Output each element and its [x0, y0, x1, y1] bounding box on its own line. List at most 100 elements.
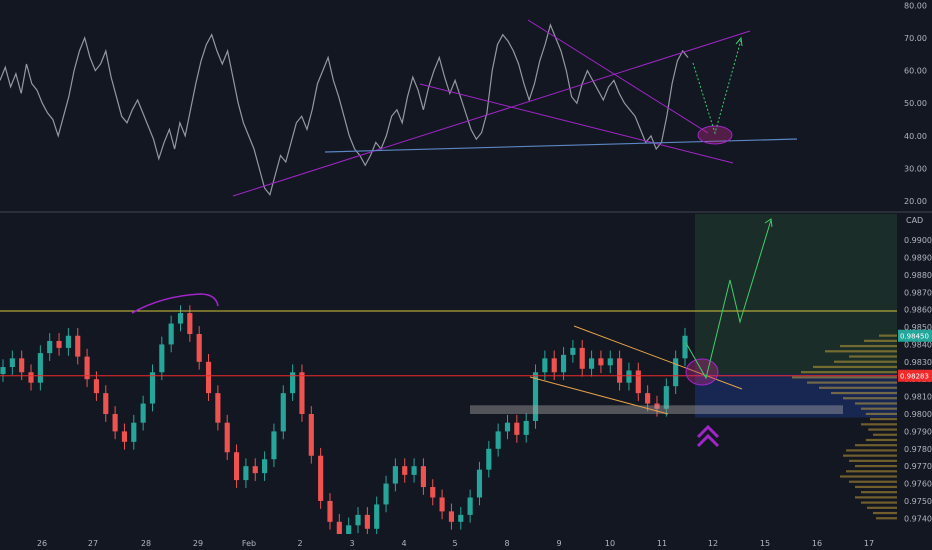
date-tick-label: 9 [556, 539, 561, 548]
volume-profile-bar [843, 397, 897, 400]
volume-profile-bar [819, 386, 897, 389]
candle-body [75, 335, 81, 357]
osc-tick-label: 40.00 [904, 132, 927, 141]
volume-profile-bar [834, 360, 897, 363]
candle-body [243, 466, 249, 481]
candle-body [551, 358, 557, 373]
last-price-tag-text: 0.98450 [900, 333, 929, 341]
candle-body [682, 335, 688, 359]
volume-profile-bar [849, 480, 897, 483]
candle-body [299, 372, 305, 414]
candle-body [131, 422, 137, 442]
volume-profile-bar [813, 365, 897, 369]
volume-profile-bar [849, 459, 897, 462]
candle-body [37, 353, 43, 383]
candle-body [374, 504, 380, 529]
osc-projection-path [692, 39, 742, 135]
osc-trendline-rising [232, 30, 751, 197]
double-chevron-lower [696, 433, 720, 448]
volume-profile-bar [868, 428, 897, 431]
candle-body [560, 354, 567, 373]
candle-body [65, 335, 71, 348]
volume-profile-bar [873, 511, 897, 515]
date-tick-label: 2 [297, 539, 302, 548]
date-axis-bg [0, 534, 932, 550]
date-tick-label: 28 [141, 539, 151, 548]
volume-profile-bar [840, 475, 897, 478]
candle-body [149, 372, 156, 404]
osc-trendline-falling [527, 19, 709, 134]
price-projection-arrow [764, 218, 773, 228]
candle-body [598, 358, 604, 366]
candle-body [626, 370, 632, 383]
candle-body [420, 466, 426, 488]
volume-profile-bar [855, 444, 897, 447]
price-projection-path [685, 219, 772, 380]
candle-body [383, 483, 389, 505]
volume-profile-bar [876, 517, 897, 520]
candle-body [476, 469, 483, 498]
candle-body [262, 459, 268, 474]
candle-body [673, 358, 679, 387]
candle-body [495, 431, 501, 449]
volume-profile-bar [879, 334, 897, 337]
candle-body [523, 420, 529, 435]
price-tick-label: 0.99000 [904, 236, 932, 245]
candle-body [205, 361, 212, 394]
date-tick-label: 26 [37, 539, 47, 548]
volume-profile-bar [861, 501, 897, 504]
candle-body [336, 521, 342, 540]
date-tick-label: 10 [605, 539, 615, 548]
volume-profile-bar [846, 449, 897, 452]
osc-tick-label: 60.00 [904, 67, 927, 76]
date-tick-label: 12 [708, 539, 718, 548]
price-tag-text: 0.98283 [900, 373, 929, 381]
date-tick-label: 5 [452, 539, 457, 548]
candle-body [542, 358, 548, 373]
candle-body [224, 422, 230, 453]
date-tick-label: 8 [504, 539, 509, 548]
candle-body [392, 466, 398, 484]
osc-tick-label: 80.00 [904, 1, 927, 10]
date-tick-label: 11 [657, 539, 667, 548]
volume-profile-bar [861, 423, 897, 426]
candle-body [645, 393, 651, 404]
osc-projection-arrow [735, 36, 743, 47]
last-price-tag-bg [898, 329, 932, 342]
volume-profile-bar [855, 496, 897, 499]
candle-body [439, 497, 445, 512]
date-tick-label: 27 [88, 539, 98, 548]
stop-zone [695, 374, 897, 418]
date-tick-label: 29 [193, 539, 203, 548]
volume-profile-bar [864, 339, 897, 342]
candle-body [271, 431, 277, 460]
top-arc [131, 293, 219, 314]
date-tick-label: 15 [760, 539, 770, 548]
candle-body [168, 323, 174, 345]
date-tick-label: 3 [349, 539, 354, 548]
candle-body [327, 500, 333, 522]
volume-profile-bar [865, 438, 897, 442]
candle-body [308, 414, 314, 456]
osc-tick-label: 20.00 [904, 197, 927, 206]
candle-body [19, 358, 25, 373]
candle-body [318, 455, 324, 501]
candle-body [430, 487, 436, 498]
volume-profile-bar [865, 412, 897, 415]
date-tick-label: 17 [864, 539, 874, 548]
volume-profile-bar [807, 381, 897, 384]
candle-body [570, 347, 576, 355]
candle-body [504, 422, 511, 432]
volume-profile-bar [855, 402, 897, 405]
osc-trendline-lower [419, 83, 734, 164]
candle-body [159, 344, 165, 373]
osc-support-line [324, 138, 798, 153]
